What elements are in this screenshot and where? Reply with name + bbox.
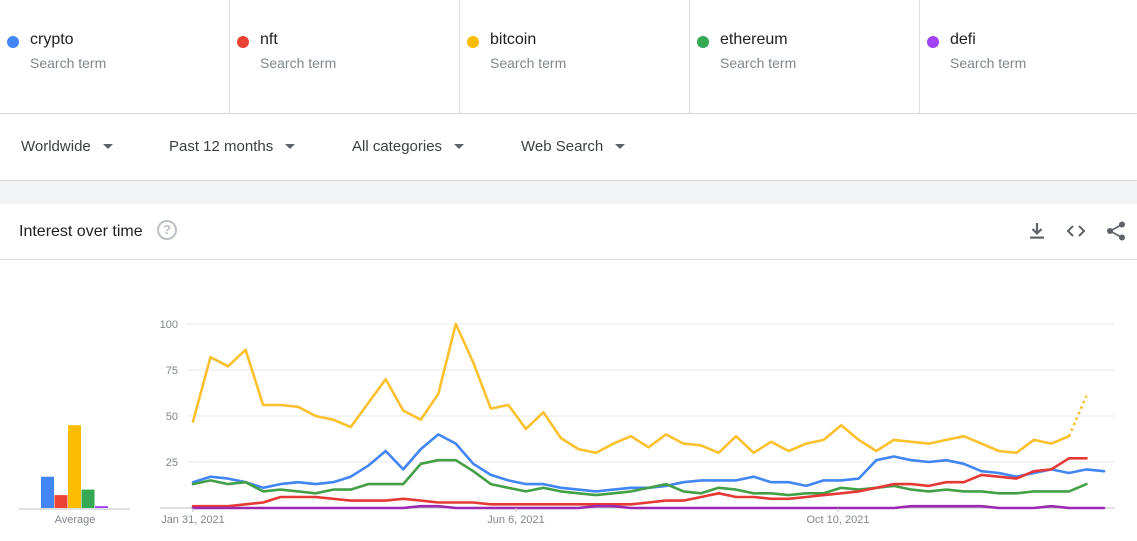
caret-down-icon: [615, 144, 626, 149]
time-range-dropdown[interactable]: Past 12 months: [169, 138, 296, 155]
term-card-bitcoin[interactable]: bitcoin Search term: [460, 0, 690, 114]
term-name[interactable]: crypto: [30, 31, 74, 48]
term-color-dot: [927, 36, 939, 48]
term-name[interactable]: ethereum: [720, 31, 788, 48]
region-label: Worldwide: [21, 138, 91, 155]
term-card-nft[interactable]: nft Search term: [230, 0, 460, 114]
region-dropdown[interactable]: Worldwide: [21, 138, 113, 155]
term-name[interactable]: bitcoin: [490, 31, 537, 48]
term-color-dot: [7, 36, 19, 48]
term-color-dot: [237, 36, 249, 48]
help-icon[interactable]: ?: [157, 220, 177, 240]
embed-icon[interactable]: [1065, 220, 1087, 242]
filters-bar: Worldwide Past 12 months All categories …: [0, 114, 1137, 180]
term-type: Search term: [30, 55, 107, 71]
term-type: Search term: [720, 55, 797, 71]
caret-down-icon: [285, 144, 296, 149]
caret-down-icon: [102, 144, 113, 149]
time-range-label: Past 12 months: [169, 138, 274, 155]
term-name[interactable]: defi: [950, 31, 976, 48]
term-card-crypto[interactable]: crypto Search term: [0, 0, 230, 114]
term-card-ethereum[interactable]: ethereum Search term: [690, 0, 920, 114]
share-icon[interactable]: [1105, 220, 1127, 242]
term-type: Search term: [260, 55, 337, 71]
term-card-defi[interactable]: defi Search term: [920, 0, 1137, 114]
download-icon[interactable]: [1026, 220, 1048, 242]
category-label: All categories: [352, 138, 443, 155]
term-color-dot: [697, 36, 709, 48]
term-type: Search term: [490, 55, 567, 71]
card-header: Interest over time ?: [0, 204, 1137, 260]
section-gap: [0, 181, 1137, 204]
search-property-dropdown[interactable]: Web Search: [521, 138, 626, 155]
search-property-label: Web Search: [521, 138, 604, 155]
card-title: Interest over time: [19, 223, 143, 240]
term-color-dot: [467, 36, 479, 48]
category-dropdown[interactable]: All categories: [352, 138, 465, 155]
search-terms-bar: crypto Search term nft Search term bitco…: [0, 0, 1137, 114]
interest-over-time-card: Interest over time ?: [0, 204, 1137, 541]
term-type: Search term: [950, 55, 1027, 71]
caret-down-icon: [454, 144, 465, 149]
term-name[interactable]: nft: [260, 31, 278, 48]
